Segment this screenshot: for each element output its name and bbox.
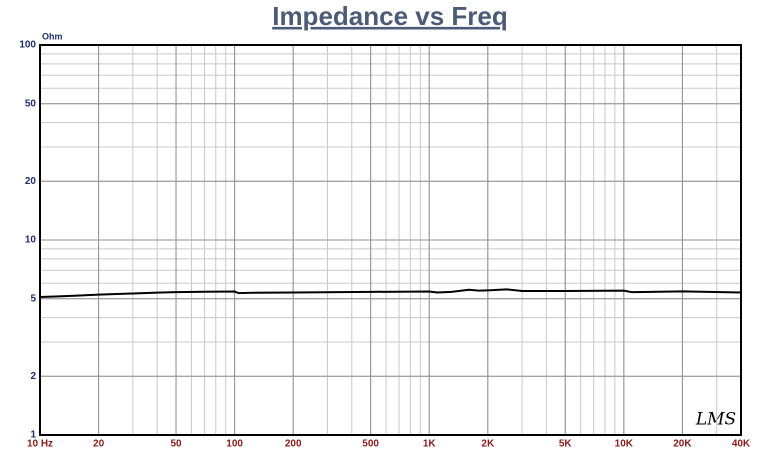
y-unit: Ohm <box>42 31 63 41</box>
chart-title: Impedance vs Freq <box>272 1 508 31</box>
x-tick-label: 40K <box>732 439 751 450</box>
x-tick-label: 50 <box>170 439 182 450</box>
x-tick-label: 10 Hz <box>27 439 53 450</box>
x-tick-label: 20 <box>93 439 105 450</box>
x-tick-label: 10K <box>615 439 634 450</box>
x-tick-label: 100 <box>226 439 243 450</box>
logo: LMS <box>695 410 736 430</box>
y-tick-label: 10 <box>25 235 37 246</box>
y-tick-label: 2 <box>30 371 36 382</box>
y-tick-label: 20 <box>25 176 37 187</box>
x-tick-label: 500 <box>362 439 379 450</box>
x-tick-label: 2K <box>481 439 495 450</box>
x-tick-label: 20K <box>673 439 692 450</box>
y-tick-label: 50 <box>25 98 37 109</box>
y-tick-label: 1 <box>30 430 36 441</box>
x-tick-label: 5K <box>559 439 573 450</box>
x-tick-label: 200 <box>285 439 302 450</box>
x-tick-label: 1K <box>423 439 437 450</box>
y-tick-label: 100 <box>19 40 36 51</box>
plot-frame <box>39 44 742 436</box>
y-tick-label: 5 <box>30 293 36 304</box>
impedance-curve <box>39 288 742 299</box>
